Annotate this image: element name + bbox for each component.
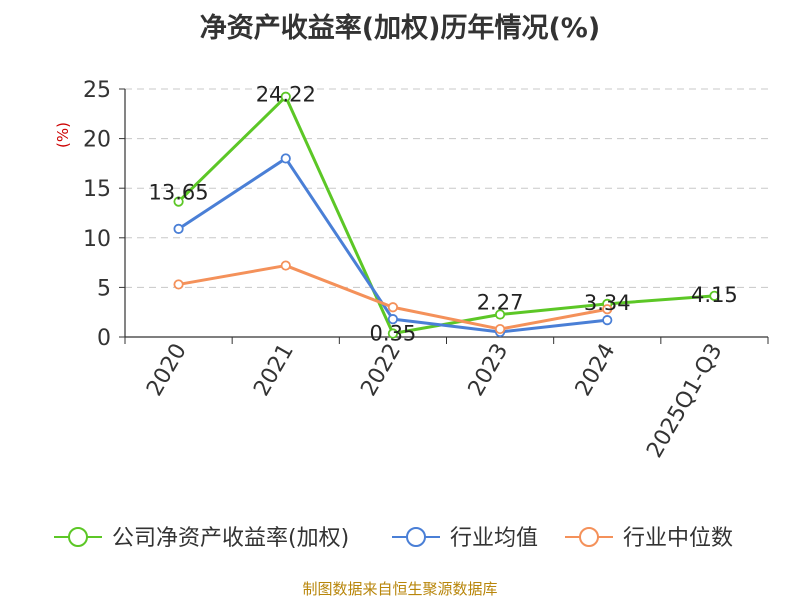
- legend-marker: [68, 527, 88, 547]
- y-tick-label: 5: [97, 276, 111, 301]
- data-point: [709, 290, 720, 301]
- legend-marker: [406, 527, 426, 547]
- data-label: 4.15: [691, 283, 738, 307]
- data-point: [602, 304, 613, 315]
- x-tick-label: 2023: [464, 340, 514, 401]
- x-tick-label: 2024: [571, 340, 621, 401]
- data-point: [387, 314, 399, 325]
- data-point: [173, 196, 184, 207]
- y-tick-label: 15: [83, 177, 111, 202]
- chart-title: 净资产收益率(加权)历年情况(%): [199, 13, 601, 44]
- y-tick-label: 20: [83, 128, 111, 153]
- y-tick-label: 0: [97, 326, 111, 351]
- data-point: [280, 91, 291, 102]
- legend-label: 公司净资产收益率(加权): [112, 526, 349, 551]
- series-line: [177, 95, 715, 336]
- data-source: 制图数据来自恒生聚源数据库: [302, 580, 498, 598]
- data-point: [494, 309, 506, 320]
- x-tick-label: 2025Q1-Q3: [642, 340, 727, 463]
- data-point: [602, 315, 613, 326]
- data-point: [387, 328, 399, 339]
- data-point: [280, 153, 291, 164]
- y-tick-label: 25: [83, 78, 111, 103]
- legend-label: 行业均值: [450, 526, 538, 551]
- data-label: 3.34: [584, 291, 631, 315]
- legend-marker: [579, 527, 599, 547]
- data-point: [387, 302, 399, 313]
- data-point: [494, 323, 506, 335]
- legend-label: 行业中位数: [623, 526, 733, 551]
- data-label: 24.22: [256, 83, 316, 107]
- data-label: 13.65: [149, 181, 209, 205]
- data-label: 0.35: [370, 322, 417, 346]
- y-tick-label: 10: [83, 227, 111, 252]
- data-point: [173, 279, 184, 290]
- x-tick-label: 2021: [249, 340, 299, 401]
- data-point: [280, 260, 291, 271]
- x-tick-label: 2022: [356, 340, 406, 401]
- x-tick-label: 2020: [142, 340, 192, 401]
- data-point: [173, 223, 184, 234]
- data-label: 2.27: [477, 290, 524, 314]
